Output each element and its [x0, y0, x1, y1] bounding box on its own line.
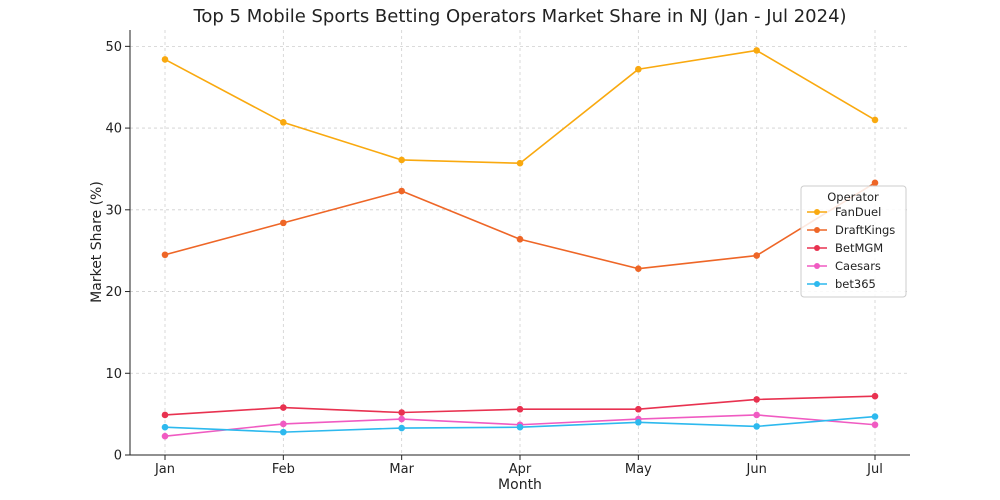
data-point-fanduel-mar: [398, 156, 405, 164]
x-tick-label: Jul: [866, 462, 883, 477]
data-point-bet365-jun: [753, 423, 760, 430]
y-tick-label: 20: [105, 285, 122, 300]
y-tick-label: 10: [105, 367, 122, 382]
y-tick-label: 0: [114, 449, 122, 464]
data-point-betmgm-apr: [516, 405, 524, 413]
data-point-bet365-mar: [398, 424, 405, 432]
series-line-draftkings: [164, 182, 876, 270]
legend-entry-bet365: bet365: [807, 277, 876, 291]
x-tick-label: Jan: [154, 462, 175, 477]
x-ticks: Jan Feb Mar Apr May Jun Jul: [154, 455, 883, 477]
legend-entry-fanduel: FanDuel: [807, 205, 881, 219]
legend-box: [800, 185, 907, 298]
series-layer: [161, 47, 879, 440]
legend-marker-betmgm: [814, 245, 820, 251]
data-point-caesars-feb: [280, 420, 287, 428]
data-point-bet365-jul: [871, 413, 879, 420]
legend-entry-caesars: Caesars: [807, 259, 881, 273]
legend-marker-fanduel: [814, 209, 820, 215]
data-point-bet365-may: [635, 419, 642, 426]
y-axis-label: Market Share (%): [89, 181, 105, 303]
data-point-betmgm-mar: [398, 409, 405, 416]
y-ticks: 0 10 20 30 40 50: [105, 40, 130, 464]
legend-label-bet365: bet365: [835, 277, 876, 291]
x-tick-label: May: [625, 462, 652, 477]
legend-label-betmgm: BetMGM: [835, 241, 883, 255]
legend-title: Operator: [827, 190, 879, 204]
series-bet365: [161, 413, 879, 436]
x-tick-label: Mar: [389, 462, 414, 477]
series-betmgm: [161, 392, 879, 419]
data-point-draftkings-mar: [398, 187, 405, 195]
data-point-fanduel-jun: [753, 47, 760, 54]
y-tick-label: 50: [105, 40, 122, 55]
data-point-draftkings-jul: [871, 179, 879, 187]
data-point-betmgm-jun: [753, 396, 760, 403]
data-point-fanduel-may: [635, 65, 642, 73]
data-point-caesars-jun: [753, 411, 760, 419]
grid: [130, 30, 910, 456]
data-point-draftkings-jun: [753, 252, 760, 259]
data-point-caesars-jan: [161, 432, 169, 440]
data-point-fanduel-jan: [161, 56, 169, 63]
data-point-draftkings-may: [635, 265, 642, 272]
data-point-betmgm-may: [635, 405, 642, 413]
x-tick-label: Feb: [272, 462, 295, 477]
x-axis-label: Month: [498, 477, 542, 493]
data-point-draftkings-jan: [161, 251, 169, 259]
data-point-betmgm-jan: [161, 411, 169, 419]
legend-entries: FanDuel DraftKings BetMGM Caesars bet365: [807, 205, 895, 291]
data-point-fanduel-apr: [516, 159, 524, 167]
data-point-bet365-jan: [161, 423, 169, 431]
legend-entry-draftkings: DraftKings: [807, 223, 895, 237]
y-tick-label: 30: [105, 203, 122, 218]
legend-entry-betmgm: BetMGM: [807, 241, 883, 255]
data-point-fanduel-jul: [871, 116, 879, 124]
legend-marker-bet365: [814, 281, 820, 287]
chart-title: Top 5 Mobile Sports Betting Operators Ma…: [192, 6, 846, 27]
data-point-caesars-mar: [398, 415, 405, 423]
data-point-draftkings-apr: [516, 235, 524, 243]
data-point-betmgm-feb: [280, 404, 287, 411]
legend-marker-caesars: [814, 263, 820, 269]
data-point-bet365-apr: [516, 423, 524, 431]
legend-label-draftkings: DraftKings: [835, 223, 895, 237]
data-point-fanduel-feb: [280, 119, 287, 126]
data-point-draftkings-feb: [280, 219, 287, 227]
x-tick-label: Jun: [746, 462, 767, 477]
y-tick-label: 40: [105, 122, 122, 137]
legend: Operator FanDuel DraftKings BetMGM Caesars b…: [800, 185, 907, 298]
series-fanduel: [161, 47, 879, 167]
legend-label-fanduel: FanDuel: [835, 205, 881, 219]
data-point-betmgm-jul: [871, 392, 879, 400]
data-point-bet365-feb: [280, 428, 287, 436]
data-point-caesars-jul: [871, 421, 879, 429]
legend-marker-draftkings: [814, 227, 820, 233]
legend-label-caesars: Caesars: [835, 259, 881, 273]
series-draftkings: [161, 179, 879, 272]
x-tick-label: Apr: [509, 462, 532, 477]
